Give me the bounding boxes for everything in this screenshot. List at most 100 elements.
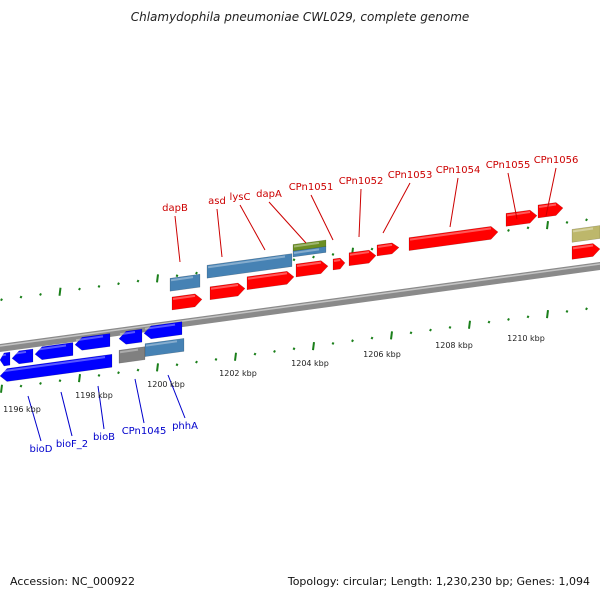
tick-mark (370, 247, 374, 251)
tick-mark (78, 287, 81, 291)
tick-mark (175, 274, 179, 278)
tick-mark (195, 360, 198, 364)
gene-highlight (145, 340, 178, 347)
gene-arrow (169, 273, 201, 292)
gene-label-reverse: bioF_2 (56, 439, 88, 450)
gene-label-reverse: bioB (93, 432, 115, 443)
tick-mark (117, 282, 120, 286)
tick-mark (117, 371, 120, 375)
tick-mark (292, 347, 296, 351)
tick-mark (448, 325, 452, 329)
tick-mark (156, 363, 159, 372)
tick-mark (58, 379, 62, 383)
gene-highlight (247, 272, 288, 280)
gene-highlight (506, 211, 531, 217)
gene-highlight (333, 259, 341, 262)
gene-arrow (408, 226, 499, 251)
gene-arrow (118, 328, 143, 345)
gene-label-reverse: phhA (172, 421, 198, 432)
tick-mark (312, 255, 315, 259)
leader-line (449, 177, 459, 228)
tick-mark (156, 274, 159, 283)
gene-highlight (207, 255, 286, 269)
gene-arrow (144, 338, 185, 357)
leader-line (382, 182, 411, 234)
tick-mark (292, 258, 296, 262)
gene-highlight (409, 227, 492, 241)
tick-mark (214, 357, 218, 361)
gene-highlight (377, 243, 393, 248)
gene-arrow (348, 249, 377, 267)
tick-mark (136, 279, 140, 283)
gene-label-reverse: bioD (30, 444, 53, 455)
gene-arrow (332, 257, 346, 271)
leader-line (268, 201, 307, 244)
gene-highlight (296, 261, 322, 268)
leader-line (27, 395, 42, 442)
gene-arrow (74, 333, 111, 351)
backbone-highlight (0, 263, 600, 347)
gene-label-forward: dapA (256, 189, 282, 200)
leader-line (216, 208, 223, 258)
tick-mark (253, 352, 257, 356)
gene-highlight (0, 353, 7, 357)
gene-highlight (170, 276, 194, 282)
tick-mark (39, 381, 42, 385)
gene-arrow (11, 348, 34, 365)
gene-arrow (171, 293, 203, 311)
leader-line (358, 188, 362, 238)
gene-arrow (295, 260, 329, 278)
tick-mark (58, 287, 62, 296)
gene-highlight (538, 203, 557, 208)
gene-arrow (505, 209, 538, 227)
gene-highlight (12, 350, 27, 355)
gene-highlight (293, 248, 320, 254)
gene-label-reverse: CPn1045 (122, 426, 167, 437)
gene-arrow (0, 353, 113, 382)
genome-summary: Topology: circular; Length: 1,230,230 bp… (287, 575, 590, 588)
tick-mark (78, 373, 81, 383)
gene-arrow (571, 225, 600, 243)
gene-highlight (572, 244, 594, 250)
tick-mark (526, 315, 530, 319)
gene-label-forward: CPn1051 (289, 182, 334, 193)
tick-mark (429, 328, 432, 332)
tick-mark (487, 320, 491, 324)
tick-mark (331, 341, 335, 345)
scale-label: 1208 kbp (435, 341, 473, 350)
gene-label-forward: dapB (162, 203, 188, 214)
scale-label: 1198 kbp (75, 391, 113, 400)
gene-arrow (209, 282, 246, 301)
gene-arrow (0, 351, 11, 367)
tick-mark (234, 352, 237, 361)
tick-mark (39, 292, 42, 296)
accession-label: Accession: NC_000922 (10, 575, 136, 588)
gene-label-forward: asd (208, 196, 226, 207)
leader-line (134, 378, 145, 424)
gene-highlight (35, 344, 67, 351)
tick-mark (19, 295, 23, 299)
gene-arrow (292, 246, 327, 258)
tick-mark (0, 298, 3, 302)
tick-mark (331, 252, 335, 256)
label-leader-lines (27, 167, 557, 442)
tick-mark (0, 384, 3, 393)
tick-mark (390, 331, 393, 340)
tick-mark (312, 341, 315, 351)
tick-mark (19, 384, 23, 388)
gene-arrow (34, 342, 74, 361)
gene-highlight (572, 227, 594, 233)
tick-mark (468, 320, 471, 329)
tick-mark (195, 271, 198, 275)
gene-highlight (172, 294, 196, 300)
gene-label-forward: CPn1054 (436, 165, 481, 176)
gene-arrow (571, 243, 600, 260)
tick-mark (585, 307, 588, 311)
leader-line (167, 374, 186, 419)
leader-line (310, 194, 334, 241)
leader-line (507, 172, 518, 220)
forward-tick-track (0, 218, 588, 302)
gene-highlight (349, 251, 370, 256)
scale-label: 1206 kbp (363, 350, 401, 359)
leader-line (97, 385, 105, 430)
